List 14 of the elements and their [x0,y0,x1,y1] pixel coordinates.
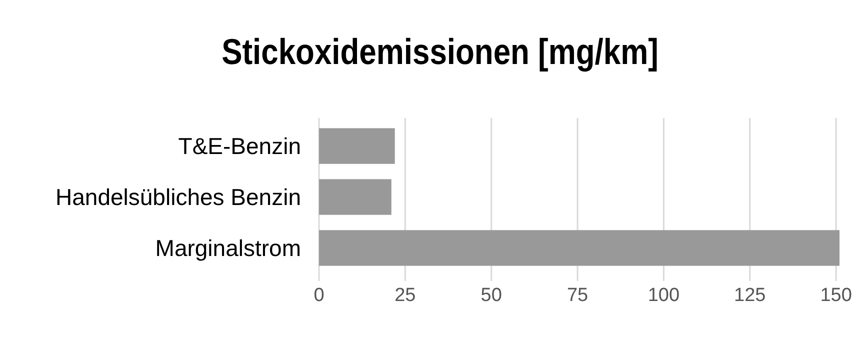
x-tick-label: 0 [314,285,324,306]
x-tick-label: 125 [734,285,766,306]
chart-title: Stickoxidemissionen [mg/km] [222,32,658,73]
x-tick-label: 100 [648,285,680,306]
y-tick-label: T&E-Benzin [178,133,301,160]
x-tick-label: 150 [820,285,852,306]
bar [319,230,840,266]
y-tick-label: Handelsübliches Benzin [56,184,301,210]
x-tick-label: 50 [480,285,502,306]
bar [319,179,392,215]
y-tick-label: Marginalstrom [155,235,301,262]
bar [319,128,395,164]
x-tick-label: 75 [566,285,588,306]
x-tick-label: 25 [394,285,416,306]
